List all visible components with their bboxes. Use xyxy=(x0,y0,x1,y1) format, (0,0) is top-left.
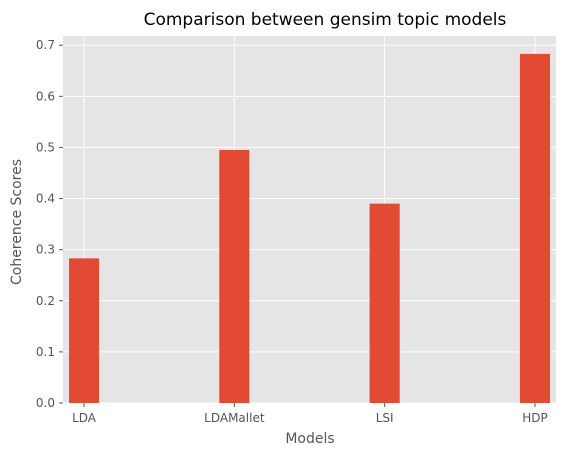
y-tick-label: 0.6 xyxy=(36,89,55,103)
plot-area xyxy=(63,36,556,403)
chart-title: Comparison between gensim topic models xyxy=(144,10,507,30)
y-tick-label: 0.2 xyxy=(36,294,55,308)
x-tick-label: LDA xyxy=(72,411,97,425)
bar-lda xyxy=(69,258,100,403)
y-tick-label: 0.3 xyxy=(36,243,55,257)
y-tick-label: 0.1 xyxy=(36,345,55,359)
bars xyxy=(69,53,550,403)
x-tick-label: LSI xyxy=(376,411,394,425)
y-tick-label: 0.4 xyxy=(36,192,55,206)
y-tick-label: 0.5 xyxy=(36,140,55,154)
bar-lsi xyxy=(369,203,400,403)
x-axis-title: Models xyxy=(285,431,334,447)
y-axis-ticks: 0.0 0.1 0.2 0.3 0.4 0.5 0.6 0.7 xyxy=(36,38,63,410)
y-tick-label: 0.0 xyxy=(36,396,55,410)
bar-ldamallet xyxy=(219,149,250,403)
y-axis-title: Coherence Scores xyxy=(9,159,25,285)
bar-hdp xyxy=(519,53,550,403)
x-tick-label: LDAMallet xyxy=(204,411,265,425)
x-tick-label: HDP xyxy=(522,411,548,425)
x-axis-ticks: LDA LDAMallet LSI HDP xyxy=(72,403,548,425)
y-tick-label: 0.7 xyxy=(36,38,55,52)
